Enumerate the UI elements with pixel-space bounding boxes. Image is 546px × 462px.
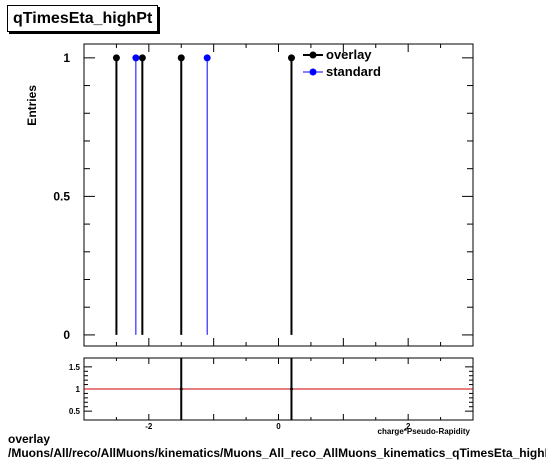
legend-label-standard: standard (326, 64, 381, 79)
data-point-overlay (177, 54, 185, 62)
chart-title: qTimesEta_highPt (7, 5, 159, 32)
y-tick-label: 0.5 (53, 189, 70, 203)
ratio-y-tick-label: 1.5 (69, 363, 81, 372)
legend: overlay standard (303, 47, 381, 79)
ratio-axis-ticks: 0.5 1 1.5 -2 0 2 (69, 358, 474, 431)
main-axis-ticks: 00.51 (53, 44, 474, 346)
legend-marker-standard (309, 68, 317, 76)
data-point-overlay (138, 54, 146, 62)
data-point-standard (203, 54, 211, 62)
footer-line-2: /Muons/All/reco/AllMuons/kinematics/Muon… (8, 446, 546, 460)
legend-label-overlay: overlay (326, 47, 372, 62)
ratio-point (179, 387, 183, 391)
main-data-layer (112, 54, 295, 335)
y-axis-label: Entries (25, 85, 39, 126)
ratio-y-tick-label: 1 (76, 385, 81, 394)
ratio-x-tick-label: 0 (276, 422, 281, 431)
data-point-overlay (112, 54, 120, 62)
ratio-y-tick-label: 0.5 (69, 407, 81, 416)
y-tick-label: 0 (63, 328, 70, 342)
data-point-overlay (287, 54, 295, 62)
x-axis-label: charge*Pseudo-Rapidity (378, 427, 471, 436)
ratio-data-layer (84, 358, 473, 420)
ratio-x-tick-label: 2 (406, 422, 411, 431)
y-tick-label: 1 (63, 51, 70, 65)
legend-marker-overlay (309, 51, 317, 59)
data-point-standard (132, 54, 140, 62)
ratio-point (289, 387, 293, 391)
footer-line-1: overlay (8, 432, 51, 446)
ratio-x-tick-label: -2 (145, 422, 153, 431)
